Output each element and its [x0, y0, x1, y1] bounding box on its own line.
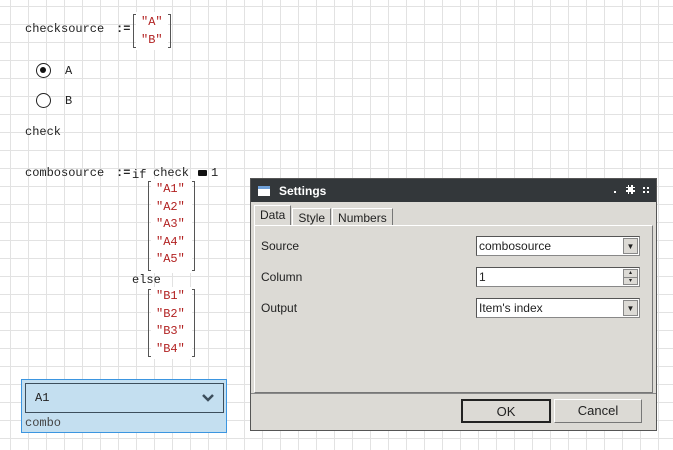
output-label: Output [261, 301, 298, 315]
settings-dialog: Settings Data Style Numbers Source combosou… [250, 178, 657, 431]
window-icon [258, 186, 270, 196]
dialog-titlebar[interactable]: Settings [251, 179, 656, 202]
tab-numbers[interactable]: Numbers [332, 208, 393, 226]
radio-b-label: B [65, 94, 73, 108]
dropdown-arrow-icon[interactable]: ▼ [623, 300, 638, 316]
matrix-cell: "A4" [156, 234, 185, 249]
close-icon[interactable] [643, 187, 649, 193]
matrix-cell: "A" [141, 15, 163, 29]
matrix-cell: "B1" [156, 289, 185, 303]
dropdown-arrow-icon[interactable]: ▼ [623, 238, 638, 254]
else-keyword: else [132, 273, 161, 287]
field-value: 1 [479, 270, 486, 284]
combosource-name: combosource [25, 166, 105, 180]
column-label: Column [261, 270, 303, 284]
combo-dropdown[interactable]: A1 [25, 383, 224, 413]
assign-operator: := [116, 166, 131, 180]
check-variable: check [25, 125, 62, 139]
radio-a-label: A [65, 64, 73, 78]
tab-style[interactable]: Style [292, 208, 332, 226]
checksource-name: checksource [25, 22, 105, 36]
matrix-cell: "A5" [156, 252, 185, 267]
source-label: Source [261, 239, 300, 253]
equals-operator [198, 170, 207, 176]
tab-data[interactable]: Data [254, 205, 292, 225]
field-value: combosource [479, 239, 552, 253]
matrix-cell: "B3" [156, 324, 185, 339]
condition-variable: check [153, 166, 190, 180]
matrix-cell: "B4" [156, 341, 185, 356]
field-value: Item's index [479, 301, 543, 315]
matrix-cell: "A3" [156, 217, 185, 232]
chevron-down-icon [202, 394, 214, 402]
maximize-icon[interactable] [626, 185, 635, 194]
matrix-cell: "B2" [156, 306, 185, 321]
dialog-title: Settings [279, 183, 327, 198]
combo-control[interactable]: A1 combo [21, 379, 227, 433]
radio-b[interactable] [36, 93, 51, 108]
combo-name: combo [25, 416, 62, 430]
assign-operator: := [116, 22, 131, 36]
cancel-button[interactable]: Cancel [554, 399, 642, 423]
spinner-arrows-icon[interactable]: ▴ ▾ [623, 269, 638, 285]
minimize-icon[interactable] [614, 191, 616, 193]
radio-a[interactable] [36, 63, 51, 78]
condition-value: 1 [211, 166, 219, 180]
matrix-cell: "B" [141, 33, 163, 47]
tab-panel [254, 225, 653, 393]
if-keyword: if [132, 168, 147, 182]
column-spinner[interactable]: 1 ▴ ▾ [476, 267, 640, 287]
combo-value: A1 [35, 391, 50, 405]
ok-button[interactable]: OK [461, 399, 551, 423]
output-dropdown[interactable]: Item's index ▼ [476, 298, 640, 318]
matrix-cell: "A1" [156, 182, 185, 196]
matrix-cell: "A2" [156, 199, 185, 214]
source-dropdown[interactable]: combosource ▼ [476, 236, 640, 256]
